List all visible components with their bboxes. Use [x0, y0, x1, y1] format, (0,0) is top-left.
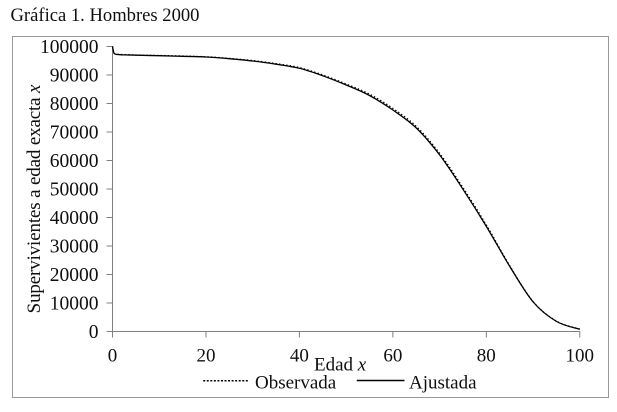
svg-text:0: 0: [108, 345, 118, 366]
svg-text:10000: 10000: [50, 293, 99, 314]
svg-text:100000: 100000: [40, 37, 99, 58]
svg-text:90000: 90000: [50, 65, 99, 86]
svg-text:30000: 30000: [50, 236, 99, 257]
svg-text:20000: 20000: [50, 265, 99, 286]
svg-text:50000: 50000: [50, 179, 99, 200]
svg-text:Gráfica 1. Hombres 2000: Gráfica 1. Hombres 2000: [11, 5, 200, 26]
svg-text:Edad x: Edad x: [314, 355, 367, 376]
svg-text:0: 0: [89, 322, 99, 343]
svg-text:70000: 70000: [50, 122, 99, 143]
svg-text:40: 40: [290, 345, 309, 366]
svg-text:20: 20: [197, 345, 216, 366]
svg-text:80000: 80000: [50, 94, 99, 115]
svg-text:80: 80: [477, 345, 496, 366]
svg-text:Supervivientes a edad exacta x: Supervivientes a edad exacta x: [24, 84, 45, 313]
svg-text:60000: 60000: [50, 151, 99, 172]
svg-text:60: 60: [383, 345, 402, 366]
svg-text:40000: 40000: [50, 208, 99, 229]
svg-text:Observada: Observada: [255, 373, 337, 394]
svg-text:100: 100: [566, 345, 595, 366]
svg-text:Ajustada: Ajustada: [409, 373, 477, 394]
